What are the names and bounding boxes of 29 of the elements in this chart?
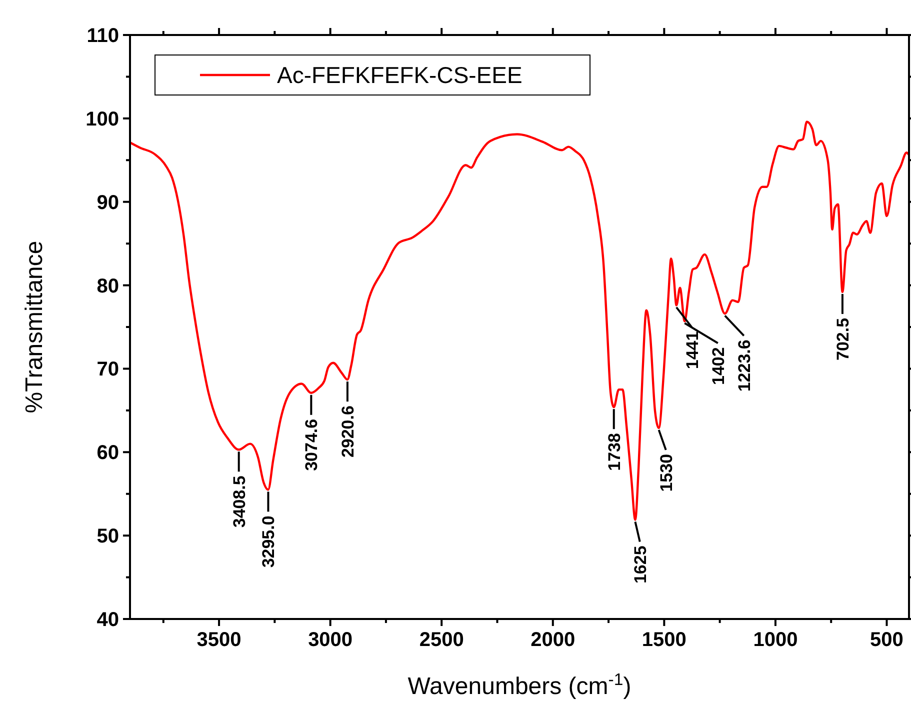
annotation: 3295.0 (259, 516, 278, 568)
x-tick-label: 500 (870, 629, 904, 651)
annotation: 3074.6 (302, 418, 322, 471)
x-tick-label: 1500 (642, 629, 686, 651)
x-axis-title: Wavenumbers (cm$^{-1}$) (408, 670, 632, 700)
y-axis-title: %Transmittance (21, 240, 48, 414)
annotation: 1402 (708, 347, 728, 385)
y-tick-label: 40 (96, 609, 119, 631)
y-tick-label: 100 (86, 108, 119, 130)
annotation: 3408.5 (230, 476, 249, 528)
annotation: 1625 (630, 546, 650, 584)
annotation: 702.5 (833, 318, 852, 361)
y-tick-label: 60 (96, 442, 119, 464)
x-tick-label: 2500 (419, 629, 464, 651)
y-tick-label: 80 (96, 275, 119, 298)
x-tick-label: 2000 (530, 629, 576, 651)
annotation: 1738 (604, 433, 624, 471)
y-tick-label: 90 (96, 192, 119, 214)
x-tick-label: 3500 (196, 629, 242, 651)
annotation: 1530 (656, 454, 676, 492)
x-tick-label: 3000 (308, 629, 353, 651)
annotation: 2920.6 (338, 406, 358, 458)
legend-label: Ac-FEFKFEFK-CS-EEE (277, 62, 522, 88)
y-tick-label: 110 (86, 25, 119, 47)
annotation: 1223.6 (734, 340, 754, 392)
y-tick-label: 50 (96, 526, 119, 548)
annotation: 1441 (682, 331, 702, 370)
y-tick-label: 70 (96, 358, 119, 381)
x-tick-label: 1000 (753, 629, 798, 651)
